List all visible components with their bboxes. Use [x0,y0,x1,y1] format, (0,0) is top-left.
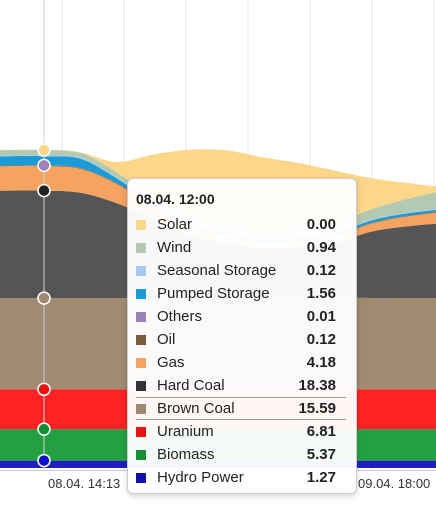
tooltip-row: Solar 0.00 [136,213,346,236]
tooltip-series-value: 0.12 [306,262,336,279]
tooltip-row: Wind 0.94 [136,236,346,259]
area-pumped-storage [0,155,436,243]
tooltip-series-name: Uranium [157,423,214,440]
legend-swatch [136,357,146,368]
tooltip-series-name: Wind [157,239,192,256]
tooltip-series-value: 15.59 [298,400,336,417]
legend-swatch [136,219,146,230]
tooltip-rows: Solar 0.00 Wind 0.94 Seasonal Storage 0.12 Pum… [136,213,346,489]
marker-solar [37,143,51,157]
tooltip-series-name: Gas [157,354,185,371]
tooltip-row: Hard Coal 18.38 [136,374,346,397]
legend-swatch [136,311,146,322]
tooltip-series-value: 4.18 [306,354,336,371]
tooltip-series-value: 6.81 [306,423,336,440]
legend-swatch [136,265,146,276]
tooltip-row: Others 0.01 [136,305,346,328]
tooltip-series-value: 1.56 [306,285,336,302]
tooltip-series-name: Biomass [157,446,215,463]
tooltip-row: Pumped Storage 1.56 [136,282,346,305]
marker-uranium [37,382,51,397]
legend-swatch [136,449,146,460]
tooltip-series-value: 1.27 [306,469,336,486]
tooltip-row: Oil 0.12 [136,328,346,351]
tooltip-series-value: 18.38 [298,377,336,394]
marker-others [37,158,51,173]
hover-markers [37,143,51,468]
tooltip-series-name: Others [157,308,203,325]
tooltip-title: 08.04. 12:00 [136,191,215,207]
marker-hydro-power [37,453,51,468]
marker-hard-coal [37,183,51,198]
legend-swatch [136,403,146,414]
tooltip-series-value: 5.37 [306,446,336,463]
tooltip-series-name: Seasonal Storage [157,262,277,279]
legend-swatch [136,426,146,437]
legend-swatch [136,242,146,253]
tooltip-series-value: 0.94 [306,239,336,256]
tooltip-series-name: Pumped Storage [157,285,270,302]
legend-swatch [136,472,146,483]
tooltip-series-value: 0.00 [306,216,336,233]
legend-swatch [136,380,146,391]
area-gas [0,165,436,250]
tooltip-row: Hydro Power 1.27 [136,466,346,489]
hover-tooltip: 08.04. 12:00 Solar 0.00 Wind 0.94 Seasonal S… [127,178,357,494]
tooltip-row: Uranium 6.81 [136,420,346,443]
legend-swatch [136,334,146,345]
marker-brown-coal [37,291,51,305]
tooltip-series-value: 0.12 [306,331,336,348]
tooltip-series-name: Hydro Power [157,469,244,486]
tooltip-series-value: 0.01 [306,308,336,325]
tooltip-series-name: Solar [157,216,193,233]
x-tick-label: 09.04. 18:00 [358,476,430,491]
tooltip-row: Brown Coal 15.59 [136,397,346,420]
tooltip-series-name: Oil [157,331,176,348]
tooltip-series-name: Brown Coal [157,400,235,417]
legend-swatch [136,288,146,299]
area-wind [0,149,436,240]
tooltip-row: Gas 4.18 [136,351,346,374]
tooltip-row: Seasonal Storage 0.12 [136,259,346,282]
marker-biomass [37,422,51,436]
tooltip-series-name: Hard Coal [157,377,225,394]
tooltip-row: Biomass 5.37 [136,443,346,466]
x-tick-label: 08.04. 14:13 [48,476,120,491]
